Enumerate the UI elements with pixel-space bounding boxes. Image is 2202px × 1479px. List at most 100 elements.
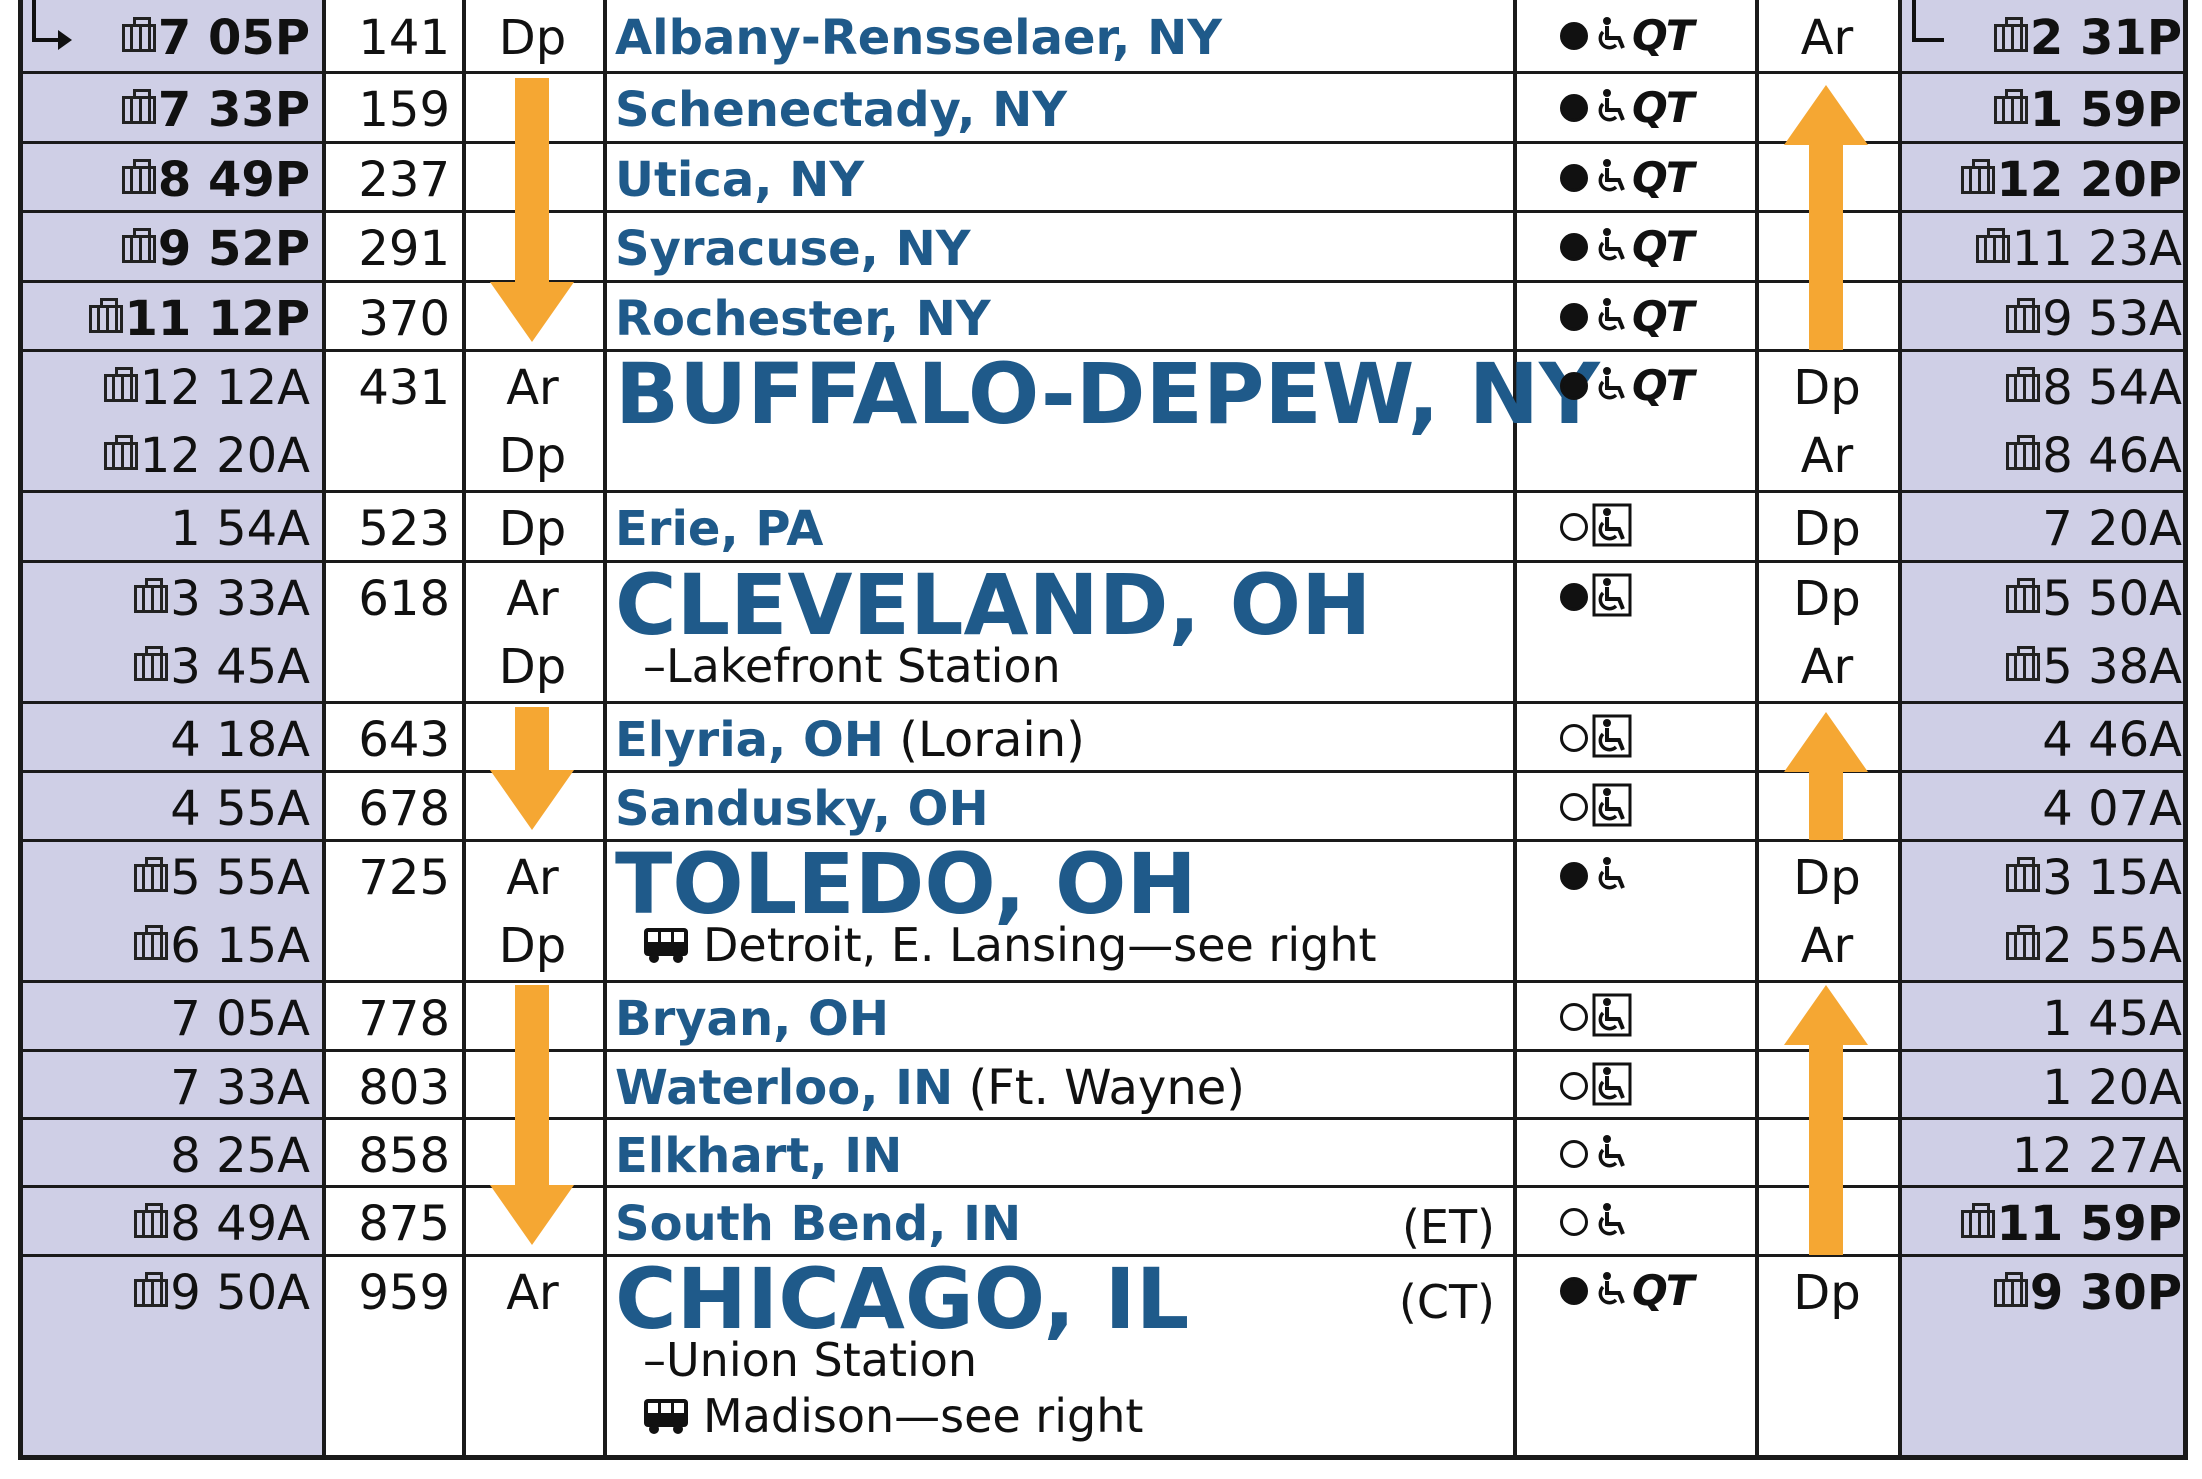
- time-value: 11 12P: [124, 291, 310, 347]
- time-value: 1 45A: [2042, 991, 2182, 1047]
- unstaffed-station-icon: [1560, 1140, 1588, 1168]
- time-value: 2 55A: [2042, 918, 2182, 974]
- station-name: CHICAGO, IL: [615, 1257, 1189, 1341]
- westbound-time: 8 25A: [170, 1132, 310, 1180]
- westbound-time: 7 05P: [121, 14, 310, 62]
- station-name: South Bend, IN: [615, 1200, 1021, 1248]
- row-divider: [22, 1117, 2184, 1120]
- eastbound-time: 9 30P: [1993, 1269, 2182, 1317]
- time-value: 3 15A: [2042, 850, 2182, 906]
- station-name-text: TOLEDO, OH: [615, 835, 1197, 933]
- westbound-time: 4 55A: [170, 785, 310, 833]
- station-name-text: CHICAGO, IL: [615, 1250, 1190, 1348]
- time-value: 4 46A: [2042, 712, 2182, 768]
- westbound-time: 3 33A: [134, 575, 310, 623]
- station-services: QT: [1560, 361, 1694, 410]
- time-value: 12 20P: [1996, 152, 2182, 208]
- accessible-boxed-icon: [1592, 993, 1632, 1037]
- accessible-boxed-icon: [1592, 714, 1632, 758]
- checked-baggage-icon: [88, 298, 123, 333]
- staffed-station-icon: [1560, 372, 1588, 400]
- time-value: 8 49A: [170, 1196, 310, 1252]
- accessible-icon: [1598, 1203, 1625, 1236]
- mileage: 803: [358, 1060, 450, 1116]
- time-value: 9 53A: [2042, 291, 2182, 347]
- time-value: 8 49P: [157, 152, 310, 208]
- station-name: Bryan, OH: [615, 995, 889, 1043]
- row-divider: [22, 210, 2184, 213]
- row-divider: [22, 839, 2184, 842]
- arrive-depart-westbound: Ar: [506, 1265, 559, 1321]
- down-arrow-icon: [490, 78, 574, 342]
- arrive-depart-eastbound: Dp: [1793, 850, 1861, 906]
- arrive-depart-eastbound: Dp: [1793, 1265, 1861, 1321]
- checked-baggage-icon: [103, 435, 138, 470]
- arrive-depart-westbound: Dp: [498, 10, 567, 66]
- time-value: 4 55A: [170, 781, 310, 837]
- unstaffed-station-icon: [1560, 1208, 1588, 1236]
- eastbound-time: 4 07A: [2042, 785, 2182, 833]
- mileage: 959: [358, 1265, 450, 1321]
- mileage: 431: [358, 360, 450, 416]
- mileage: 618: [358, 571, 450, 627]
- eastbound-time: 3 15A: [2006, 854, 2182, 902]
- westbound-time: 12 12A: [103, 364, 310, 412]
- mileage: 643: [358, 712, 450, 768]
- station-name-text: Sandusky, OH: [615, 781, 989, 837]
- quik-trak-icon: QT: [1632, 1266, 1694, 1315]
- quik-trak-icon: QT: [1632, 361, 1694, 410]
- checked-baggage-icon: [2006, 367, 2041, 402]
- eastbound-time: 5 38A: [2006, 643, 2182, 691]
- station-services: [1560, 503, 1632, 548]
- row-divider: [22, 1254, 2184, 1257]
- arrive-depart-westbound: Dp: [498, 918, 567, 974]
- station-name: Rochester, NY: [615, 295, 991, 343]
- staffed-station-icon: [1560, 233, 1588, 261]
- eastbound-time: 7 20A: [2042, 505, 2182, 553]
- arrive-depart-eastbound: Ar: [1800, 639, 1854, 695]
- unstaffed-station-icon: [1560, 1003, 1588, 1031]
- westbound-time: 8 49A: [134, 1200, 310, 1248]
- subtitle-text: –Union Station: [643, 1333, 978, 1387]
- quik-trak-icon: QT: [1632, 222, 1694, 271]
- checked-baggage-icon: [134, 925, 169, 960]
- arrive-depart-eastbound: Dp: [1793, 501, 1861, 557]
- station-name: BUFFALO-DEPEW, NY: [615, 352, 1600, 436]
- eastbound-time: 4 46A: [2042, 716, 2182, 764]
- row-divider: [22, 1049, 2184, 1052]
- station-name: Waterloo, IN (Ft. Wayne): [615, 1064, 1245, 1112]
- station-name: Albany-Rensselaer, NY: [615, 14, 1222, 62]
- column-divider: [1513, 0, 1517, 1455]
- station-name-text: Elkhart, IN: [615, 1128, 903, 1184]
- station-subtitle: Madison—see right: [643, 1393, 1143, 1439]
- station-services: [1560, 852, 1632, 897]
- station-services: QT: [1560, 1266, 1694, 1315]
- time-value: 12 20A: [139, 428, 310, 484]
- time-value: 7 05A: [170, 991, 310, 1047]
- checked-baggage-icon: [134, 1203, 169, 1238]
- staffed-station-icon: [1560, 862, 1588, 890]
- station-services: QT: [1560, 293, 1694, 338]
- station-subtitle: Detroit, E. Lansing—see right: [643, 922, 1377, 968]
- station-note: (Lorain): [883, 712, 1085, 768]
- station-services: [1560, 783, 1632, 828]
- staffed-station-icon: [1560, 303, 1588, 331]
- down-arrow-icon: [490, 707, 574, 830]
- accessible-boxed-icon: [1592, 1062, 1632, 1106]
- accessible-icon: [1598, 159, 1625, 192]
- station-name-text: CLEVELAND, OH: [615, 556, 1372, 654]
- eastbound-time: 8 46A: [2006, 432, 2182, 480]
- station-services: QT: [1560, 84, 1694, 129]
- time-value: 9 50A: [170, 1265, 310, 1321]
- checked-baggage-icon: [2006, 925, 2041, 960]
- time-value: 6 15A: [170, 918, 310, 974]
- time-value: 5 38A: [2042, 639, 2182, 695]
- checked-baggage-icon: [2006, 298, 2041, 333]
- mileage: 875: [358, 1196, 450, 1252]
- subtitle-text: Detroit, E. Lansing—see right: [703, 918, 1377, 972]
- checked-baggage-icon: [1975, 228, 2010, 263]
- accessible-icon: [1598, 857, 1625, 890]
- time-value: 7 05P: [157, 10, 310, 66]
- time-zone: (CT): [1398, 1275, 1495, 1329]
